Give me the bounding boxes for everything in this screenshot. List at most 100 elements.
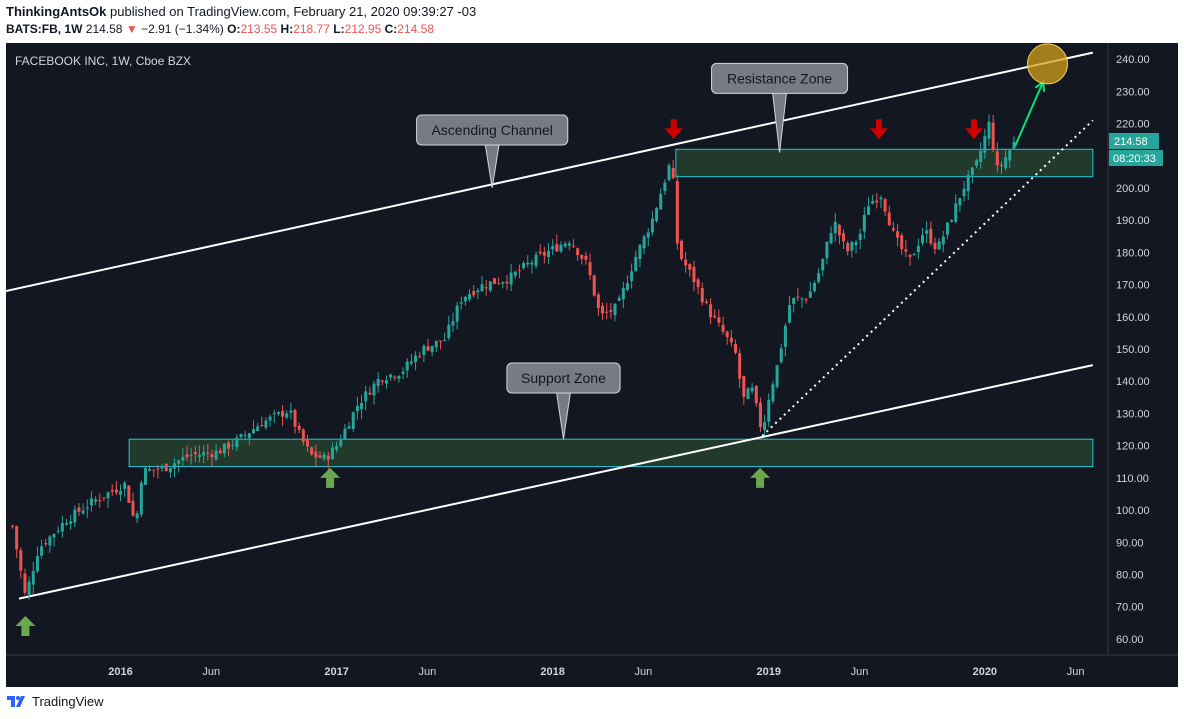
candle-body <box>451 321 455 326</box>
candle-body <box>605 311 609 313</box>
candle-body <box>970 167 974 176</box>
candle-body <box>380 380 384 382</box>
candle-body <box>251 429 255 434</box>
candle-body <box>15 526 19 550</box>
candle-body <box>355 406 359 412</box>
candle-body <box>696 279 700 288</box>
symbol-name: BATS:FB, 1W <box>6 22 83 36</box>
candle-body <box>123 482 127 489</box>
price-label: 214.58 <box>1114 136 1148 148</box>
support-zone <box>128 438 1094 468</box>
candle-body <box>555 244 559 252</box>
price-tick-label: 220.00 <box>1116 119 1150 131</box>
candle-body <box>1004 157 1008 169</box>
candle-body <box>779 348 783 363</box>
candle-body <box>493 278 497 284</box>
candle-body <box>339 440 343 446</box>
chart-panel[interactable]: Resistance Zone Ascending Channel Support … <box>6 43 1178 687</box>
candle-body <box>102 497 106 499</box>
candle-body <box>447 324 451 339</box>
candle-body <box>875 200 879 203</box>
candle-body <box>754 385 758 404</box>
candle-body <box>69 521 73 524</box>
candle-body <box>517 270 521 272</box>
candle-body <box>929 228 933 244</box>
candle-body <box>48 536 52 546</box>
candle-body <box>330 447 334 460</box>
candle-body <box>422 345 426 356</box>
price-tick-label: 60.00 <box>1116 634 1144 646</box>
candle-body <box>979 150 983 162</box>
candle-body <box>310 447 314 455</box>
candle-body <box>1008 150 1012 161</box>
candle-body <box>609 310 613 312</box>
candle-body <box>239 434 243 438</box>
candle-body <box>480 284 484 292</box>
candle-body <box>40 546 44 556</box>
candle-body <box>89 498 93 506</box>
candle-body <box>563 243 567 247</box>
time-tick-label: Jun <box>635 666 653 678</box>
candle-body <box>505 281 509 284</box>
publish-date: published on TradingView.com, February 2… <box>110 4 477 19</box>
candle-body <box>796 296 800 298</box>
candle-body <box>983 136 987 153</box>
tradingview-logo-icon[interactable] <box>6 694 26 708</box>
time-tick-label: 2020 <box>973 666 997 678</box>
candle-body <box>576 248 580 256</box>
high-value: 218.77 <box>293 22 330 36</box>
candle-body <box>314 451 318 458</box>
price-tick-label: 120.00 <box>1116 441 1150 453</box>
candle-body <box>443 340 447 342</box>
candle-body <box>119 491 123 495</box>
candle-body <box>264 420 268 428</box>
candle-body <box>210 454 214 458</box>
candle-body <box>534 254 538 266</box>
candle-body <box>601 305 605 314</box>
candle-body <box>414 355 418 362</box>
candle-body <box>758 402 762 428</box>
callout-box <box>711 62 849 94</box>
arrow-up-icon <box>320 467 341 488</box>
candle-body <box>792 298 796 304</box>
candle-body <box>501 282 505 284</box>
callout-pointer <box>484 143 500 189</box>
candle-body <box>206 452 210 454</box>
candle-body <box>891 228 895 231</box>
candle-body <box>484 287 488 289</box>
time-tick-label: 2019 <box>757 666 781 678</box>
candle-body <box>725 331 729 338</box>
candle-body <box>688 264 692 270</box>
candle-body <box>488 281 492 291</box>
candle-body <box>127 485 131 503</box>
candle-body <box>56 530 60 532</box>
candle-body <box>218 450 222 454</box>
candle-body <box>800 298 804 300</box>
candle-body <box>941 236 945 245</box>
tradingview-brand[interactable]: TradingView <box>32 693 104 709</box>
candle-body <box>584 255 588 260</box>
chart-svg[interactable]: Resistance Zone Ascending Channel Support … <box>6 43 1178 687</box>
candle-body <box>700 288 704 303</box>
candle-body <box>592 275 596 296</box>
price-tick-label: 130.00 <box>1116 408 1150 420</box>
candle-body <box>684 259 688 266</box>
candle-body <box>729 337 733 343</box>
candle-body <box>256 426 260 431</box>
candle-body <box>937 241 941 250</box>
chart-title: FACEBOOK INC, 1W, Cboe BZX <box>15 54 191 68</box>
candle-body <box>659 193 663 210</box>
candle-body <box>44 543 48 545</box>
candle-body <box>908 254 912 257</box>
candle-body <box>23 573 27 593</box>
change-down-icon: ▼ <box>125 22 138 36</box>
time-tick-label: 2016 <box>108 666 132 678</box>
publish-info: ThinkingAntsOk published on TradingView.… <box>6 4 476 19</box>
price-tick-label: 190.00 <box>1116 215 1150 227</box>
author-name[interactable]: ThinkingAntsOk <box>6 4 107 19</box>
resistance-zone <box>675 148 1094 178</box>
callout-pointer <box>555 391 572 440</box>
symbol-info: BATS:FB, 1W 214.58 ▼ −2.91 (−1.34%) O:21… <box>6 22 434 36</box>
candle-body <box>854 242 858 246</box>
candle-body <box>567 243 571 246</box>
